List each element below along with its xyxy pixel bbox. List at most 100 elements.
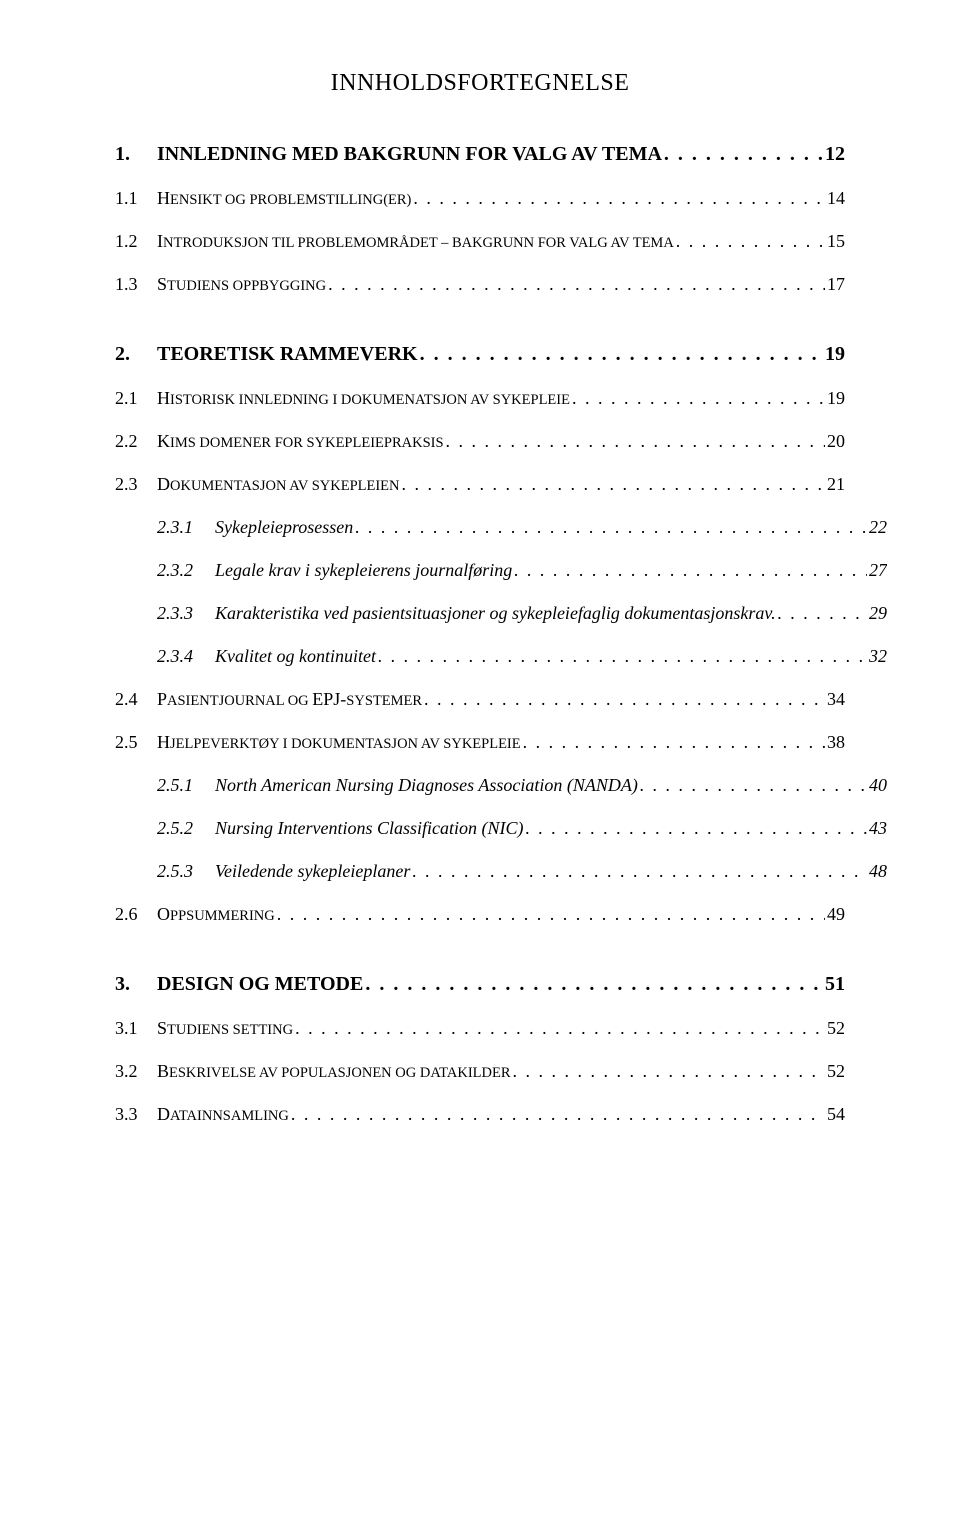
toc-entry-page: 21	[825, 474, 845, 495]
toc-entry-page: 22	[867, 517, 887, 538]
toc-label-leadcap: D	[157, 1104, 170, 1124]
table-of-contents: 1.INNLEDNING MED BAKGRUNN FOR VALG AV TE…	[115, 143, 845, 1125]
toc-label-leadcap: H	[157, 732, 170, 752]
document-title: INNHOLDSFORTEGNELSE	[115, 70, 845, 97]
toc-entry-label: DATAINNSAMLING	[157, 1104, 291, 1125]
toc-entry: 2.1HISTORISK INNLEDNING I DOKUMENATSJON …	[115, 388, 845, 409]
toc-entry: 3.DESIGN OG METODE. . . . . . . . . . . …	[115, 973, 845, 996]
toc-leader: . . . . . . . . . . . . . . . . . . . . …	[513, 1061, 825, 1082]
toc-label-leadcap: H	[157, 188, 170, 208]
toc-entry-number: 3.2	[115, 1061, 157, 1082]
toc-entry-number: 2.5.1	[157, 775, 215, 796]
toc-label-rest: NTRODUKSJON TIL PROBLEMOMRÅDET – BAKGRUN…	[163, 235, 674, 251]
toc-entry: 2.5.3Veiledende sykepleieplaner. . . . .…	[157, 861, 887, 882]
toc-entry-number: 2.6	[115, 904, 157, 925]
toc-entry-label: DOKUMENTASJON AV SYKEPLEIEN	[157, 474, 402, 495]
toc-entry-number: 2.3.4	[157, 646, 215, 667]
toc-entry-label: North American Nursing Diagnoses Associa…	[215, 775, 640, 796]
toc-entry-page: 12	[823, 143, 845, 166]
toc-label-rest: IMS DOMENER FOR SYKEPLEIEPRAKSIS	[170, 435, 444, 451]
toc-label-rest: JELPEVERKTØY I DOKUMENTASJON AV SYKEPLEI…	[170, 736, 521, 752]
toc-entry-page: 20	[825, 431, 845, 452]
toc-entry-number: 2.4	[115, 689, 157, 710]
toc-leader: . . . . . . . . . . . . . . . . . . . . …	[355, 517, 867, 538]
toc-label-leadcap: O	[157, 904, 170, 924]
toc-leader: . . . . . . . . . . . . . . . . . . . . …	[664, 143, 823, 166]
toc-entry-page: 49	[825, 904, 845, 925]
toc-leader: . . . . . . . . . . . . . . . . . . . . …	[514, 560, 867, 581]
toc-label-leadcap: B	[157, 1061, 169, 1081]
toc-leader: . . . . . . . . . . . . . . . . . . . . …	[572, 388, 825, 409]
toc-entry-label: STUDIENS OPPBYGGING	[157, 274, 328, 295]
toc-entry-label: BESKRIVELSE AV POPULASJONEN OG DATAKILDE…	[157, 1061, 513, 1082]
toc-leader: . . . . . . . . . . . . . . . . . . . . …	[778, 603, 867, 624]
toc-entry-number: 2.	[115, 343, 157, 366]
toc-entry: 2.6OPPSUMMERING. . . . . . . . . . . . .…	[115, 904, 845, 925]
toc-entry-label: TEORETISK RAMMEVERK	[157, 343, 420, 366]
toc-label-rest: ATAINNSAMLING	[170, 1108, 289, 1124]
toc-entry-label: Kvalitet og kontinuitet	[215, 646, 378, 667]
toc-label-rest: OKUMENTASJON AV SYKEPLEIEN	[170, 478, 400, 494]
toc-leader: . . . . . . . . . . . . . . . . . . . . …	[412, 861, 867, 882]
toc-entry-label: DESIGN OG METODE	[157, 973, 365, 996]
toc-entry-number: 2.3.3	[157, 603, 215, 624]
toc-entry-label: Sykepleieprosessen	[215, 517, 355, 538]
toc-entry-page: 40	[867, 775, 887, 796]
toc-entry: 2.3DOKUMENTASJON AV SYKEPLEIEN. . . . . …	[115, 474, 845, 495]
toc-leader: . . . . . . . . . . . . . . . . . . . . …	[420, 343, 823, 366]
toc-leader: . . . . . . . . . . . . . . . . . . . . …	[378, 646, 867, 667]
toc-entry-number: 1.	[115, 143, 157, 166]
toc-entry-number: 2.3.1	[157, 517, 215, 538]
toc-leader: . . . . . . . . . . . . . . . . . . . . …	[328, 274, 825, 295]
toc-entry-label: INNLEDNING MED BAKGRUNN FOR VALG AV TEMA	[157, 143, 664, 166]
toc-entry-page: 43	[867, 818, 887, 839]
toc-leader: . . . . . . . . . . . . . . . . . . . . …	[413, 188, 825, 209]
toc-entry: 2.3.4Kvalitet og kontinuitet. . . . . . …	[157, 646, 887, 667]
toc-entry-label: HISTORISK INNLEDNING I DOKUMENATSJON AV …	[157, 388, 572, 409]
toc-entry-label: PASIENTJOURNAL OG EPJ-SYSTEMER	[157, 689, 424, 710]
toc-label-leadcap: K	[157, 431, 170, 451]
toc-label-rest: TUDIENS SETTING	[167, 1022, 293, 1038]
toc-label-leadcap: S	[157, 1018, 167, 1038]
toc-entry-label: STUDIENS SETTING	[157, 1018, 295, 1039]
toc-entry-number: 2.2	[115, 431, 157, 452]
page-container: INNHOLDSFORTEGNELSE 1.INNLEDNING MED BAK…	[0, 0, 960, 1534]
toc-leader: . . . . . . . . . . . . . . . . . . . . …	[295, 1018, 825, 1039]
toc-entry-label: Karakteristika ved pasientsituasjoner og…	[215, 603, 778, 624]
toc-label-leadcap: H	[157, 388, 170, 408]
toc-label-rest2: SYSTEMER	[346, 693, 422, 709]
toc-entry-number: 2.5.2	[157, 818, 215, 839]
toc-entry: 3.2BESKRIVELSE AV POPULASJONEN OG DATAKI…	[115, 1061, 845, 1082]
toc-entry-label: Legale krav i sykepleierens journalførin…	[215, 560, 514, 581]
toc-entry-page: 48	[867, 861, 887, 882]
toc-entry-page: 15	[825, 231, 845, 252]
toc-entry-label: KIMS DOMENER FOR SYKEPLEIEPRAKSIS	[157, 431, 446, 452]
toc-entry: 3.3DATAINNSAMLING. . . . . . . . . . . .…	[115, 1104, 845, 1125]
toc-entry-number: 2.5.3	[157, 861, 215, 882]
toc-entry-number: 2.1	[115, 388, 157, 409]
toc-entry: 2.3.1Sykepleieprosessen. . . . . . . . .…	[157, 517, 887, 538]
toc-leader: . . . . . . . . . . . . . . . . . . . . …	[640, 775, 867, 796]
toc-entry: 2.2KIMS DOMENER FOR SYKEPLEIEPRAKSIS. . …	[115, 431, 845, 452]
toc-leader: . . . . . . . . . . . . . . . . . . . . …	[277, 904, 825, 925]
toc-entry-number: 1.1	[115, 188, 157, 209]
toc-leader: . . . . . . . . . . . . . . . . . . . . …	[676, 231, 825, 252]
toc-entry: 3.1STUDIENS SETTING. . . . . . . . . . .…	[115, 1018, 845, 1039]
toc-entry-page: 14	[825, 188, 845, 209]
toc-entry-page: 29	[867, 603, 887, 624]
toc-entry: 1.INNLEDNING MED BAKGRUNN FOR VALG AV TE…	[115, 143, 845, 166]
toc-entry-page: 51	[823, 973, 845, 996]
toc-entry: 1.3STUDIENS OPPBYGGING. . . . . . . . . …	[115, 274, 845, 295]
toc-leader: . . . . . . . . . . . . . . . . . . . . …	[402, 474, 825, 495]
toc-entry-label: Nursing Interventions Classification (NI…	[215, 818, 526, 839]
toc-leader: . . . . . . . . . . . . . . . . . . . . …	[523, 732, 825, 753]
toc-entry-number: 1.3	[115, 274, 157, 295]
toc-leader: . . . . . . . . . . . . . . . . . . . . …	[526, 818, 868, 839]
toc-entry-page: 34	[825, 689, 845, 710]
toc-entry-page: 19	[825, 388, 845, 409]
toc-entry-label: HJELPEVERKTØY I DOKUMENTASJON AV SYKEPLE…	[157, 732, 523, 753]
toc-entry: 2.3.2Legale krav i sykepleierens journal…	[157, 560, 887, 581]
toc-label-rest: ASIENTJOURNAL OG	[167, 693, 312, 709]
toc-entry-page: 27	[867, 560, 887, 581]
toc-leader: . . . . . . . . . . . . . . . . . . . . …	[365, 973, 823, 996]
